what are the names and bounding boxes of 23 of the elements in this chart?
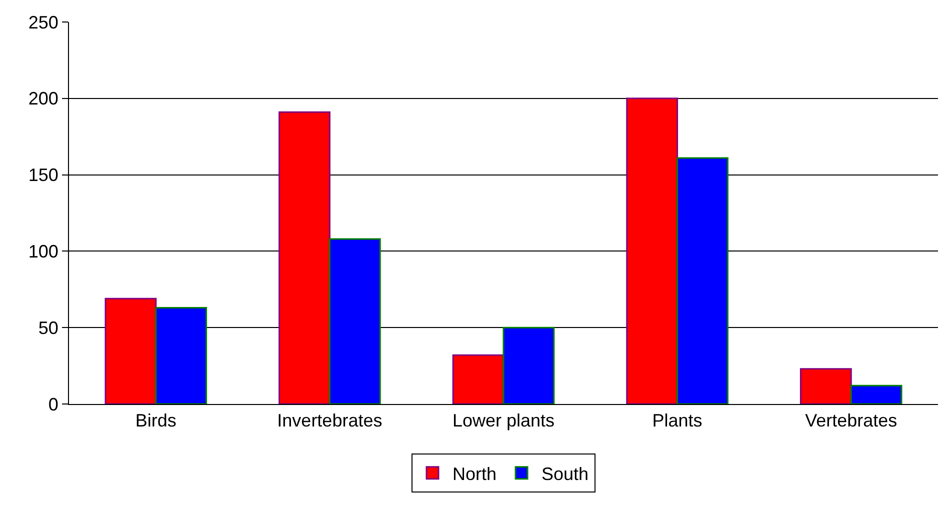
bar [676,157,728,404]
y-tick-label: 200 [28,88,58,109]
legend-label: North [452,464,497,484]
bar [850,384,902,404]
bar [155,306,208,404]
bar [800,368,852,404]
bar [104,298,157,404]
bar [452,354,504,404]
legend-label: South [542,464,589,484]
y-tick-label: 0 [48,394,58,414]
y-tick-label: 150 [28,165,58,186]
x-tick-label: Lower plants [452,410,555,431]
y-tick-label: 100 [28,242,58,262]
y-tick-label: 250 [28,12,58,32]
bar [278,111,330,404]
x-tick-label: Vertebrates [805,410,898,431]
x-tick-label: Plants [652,410,702,431]
bar [502,326,555,404]
bar [626,98,678,404]
x-tick-label: Invertebrates [277,410,382,431]
y-tick-label: 50 [38,318,58,338]
x-tick-label: Birds [135,410,176,431]
bar [328,238,381,404]
